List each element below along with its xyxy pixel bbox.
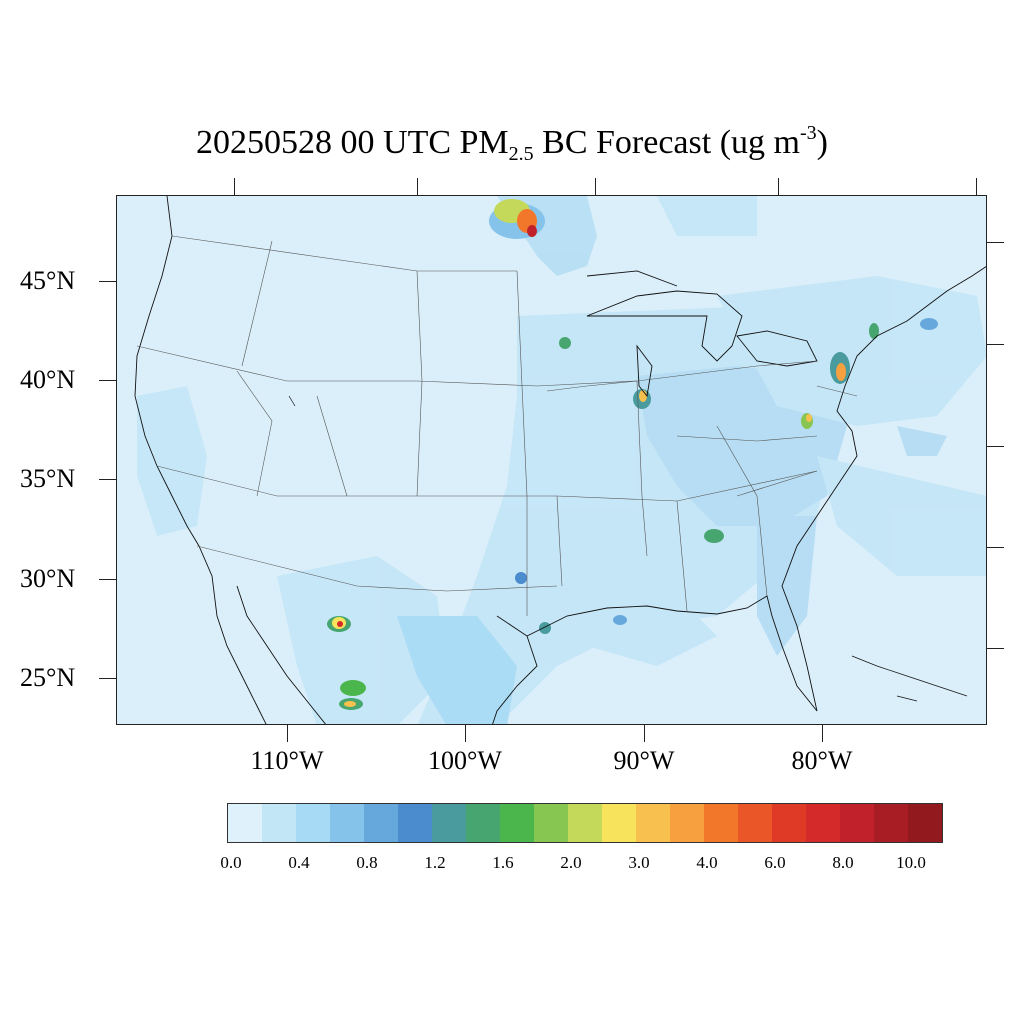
left-tick [99, 281, 116, 282]
colorbar-swatch [806, 804, 840, 842]
colorbar-label: 2.0 [560, 853, 582, 872]
coastlines [134, 196, 986, 724]
right-tick [987, 242, 1004, 243]
hotspot-misc [515, 337, 813, 634]
colorbar-swatch [296, 804, 330, 842]
lat-label-30: 30°N [20, 564, 76, 593]
left-tick [99, 579, 116, 580]
lon-label-90w: 90°W [613, 746, 675, 775]
lon-label-110w: 110°W [250, 746, 324, 775]
lat-label-45: 45°N [20, 266, 76, 295]
colorbar-label: 0.8 [356, 853, 378, 872]
forecast-map [117, 196, 986, 724]
hotspot-new-york [830, 318, 938, 384]
colorbar-label: 10.0 [896, 853, 926, 872]
colorbar-swatch [874, 804, 908, 842]
right-tick [987, 446, 1004, 447]
right-tick [987, 648, 1004, 649]
right-tick [987, 547, 1004, 548]
map-plot-area [116, 195, 987, 725]
colorbar-swatch [738, 804, 772, 842]
hotspot-chicago [633, 389, 651, 409]
colorbar-swatch [466, 804, 500, 842]
colorbar-swatch [500, 804, 534, 842]
colorbar-label: 1.6 [492, 853, 514, 872]
state-borders [136, 235, 858, 616]
left-tick [99, 479, 116, 480]
lon-label-80w: 80°W [791, 746, 853, 775]
colorbar-swatch [262, 804, 296, 842]
lat-label-35: 35°N [20, 464, 76, 493]
colorbar-swatch [568, 804, 602, 842]
colorbar-label: 0.0 [220, 853, 242, 872]
colorbar-label: 4.0 [696, 853, 718, 872]
map-title: 20250528 00 UTC PM2.5 BC Forecast (ug m-… [196, 122, 828, 165]
top-tick [417, 178, 418, 195]
colorbar-label: 1.2 [424, 853, 446, 872]
colorbar-swatch [398, 804, 432, 842]
bottom-tick [644, 725, 645, 742]
colorbar-swatch [908, 804, 942, 842]
hotspot-chihuahua [327, 616, 366, 710]
left-tick [99, 678, 116, 679]
lon-label-100w: 100°W [428, 746, 502, 775]
top-tick [234, 178, 235, 195]
hotspot-north-dakota [489, 199, 545, 239]
colorbar [227, 803, 943, 843]
lat-label-40: 40°N [20, 365, 76, 394]
colorbar-swatch [636, 804, 670, 842]
colorbar-swatch [534, 804, 568, 842]
top-tick [778, 178, 779, 195]
concentration-field [137, 196, 986, 724]
colorbar-label: 0.4 [288, 853, 310, 872]
colorbar-swatch [364, 804, 398, 842]
colorbar-swatch [670, 804, 704, 842]
bottom-tick [465, 725, 466, 742]
colorbar-swatch [602, 804, 636, 842]
colorbar-swatch [772, 804, 806, 842]
colorbar-label: 8.0 [832, 853, 854, 872]
islands [288, 395, 968, 702]
colorbar-swatch [840, 804, 874, 842]
lat-label-25: 25°N [20, 663, 76, 692]
colorbar-swatch [228, 804, 262, 842]
colorbar-label: 6.0 [764, 853, 786, 872]
top-tick [976, 178, 977, 195]
colorbar-swatch [432, 804, 466, 842]
colorbar-swatch [704, 804, 738, 842]
colorbar-swatch [330, 804, 364, 842]
left-tick [99, 380, 116, 381]
top-tick [595, 178, 596, 195]
colorbar-label: 3.0 [628, 853, 650, 872]
bottom-tick [822, 725, 823, 742]
right-tick [987, 344, 1004, 345]
bottom-tick [287, 725, 288, 742]
